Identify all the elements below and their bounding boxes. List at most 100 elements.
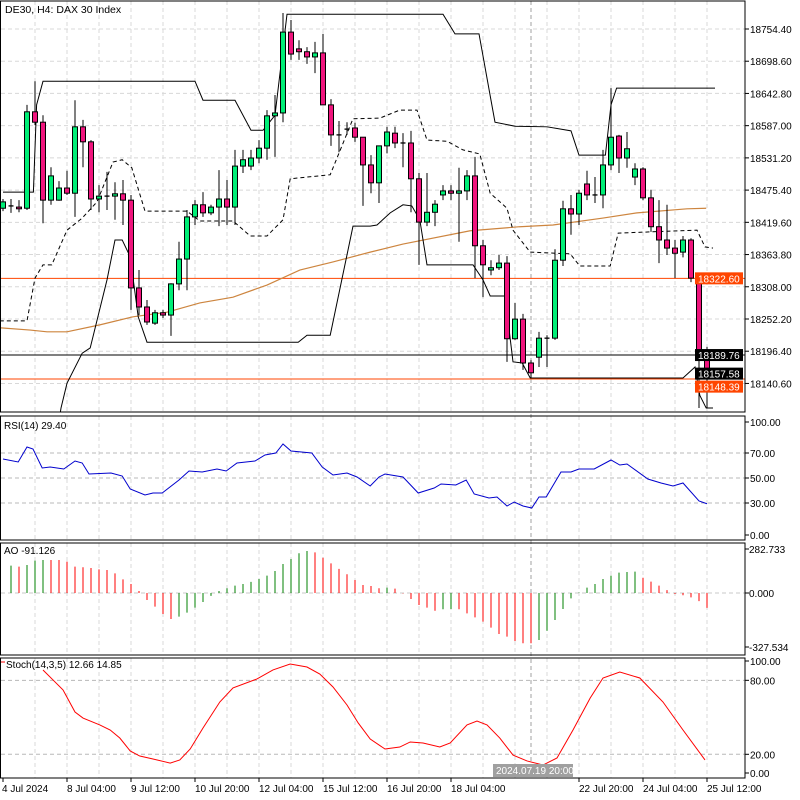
stoch-axis-label: 0.00 xyxy=(750,769,770,780)
candle-body-bear xyxy=(136,287,142,308)
candle[interactable] xyxy=(680,235,686,258)
candle[interactable] xyxy=(608,88,614,171)
candle[interactable] xyxy=(664,204,670,256)
candle[interactable] xyxy=(144,300,150,325)
candle[interactable] xyxy=(328,99,334,146)
candle[interactable] xyxy=(56,181,62,201)
candle[interactable] xyxy=(192,200,198,225)
candle[interactable] xyxy=(248,149,254,171)
candle[interactable] xyxy=(376,145,382,204)
candle[interactable] xyxy=(648,189,654,232)
ao-panel[interactable] xyxy=(1,551,745,644)
candle[interactable] xyxy=(160,309,166,318)
candle[interactable] xyxy=(104,171,110,210)
candle[interactable] xyxy=(272,95,278,157)
candle[interactable] xyxy=(584,170,590,201)
candle[interactable] xyxy=(136,270,142,316)
candle[interactable] xyxy=(184,209,190,291)
candle[interactable] xyxy=(592,177,598,204)
rsi-panel[interactable] xyxy=(1,443,745,509)
candle[interactable] xyxy=(240,149,246,174)
candle[interactable] xyxy=(152,309,158,325)
candle-body-bear xyxy=(656,226,662,241)
crosshair-time-label: 2024.07.19 20:00 xyxy=(496,766,574,777)
candle[interactable] xyxy=(344,122,350,135)
candle[interactable] xyxy=(360,136,366,206)
candle[interactable] xyxy=(528,360,534,379)
candle[interactable] xyxy=(1,198,6,212)
candle[interactable] xyxy=(536,331,542,368)
panel-border xyxy=(0,0,746,413)
candle[interactable] xyxy=(400,133,406,168)
candle[interactable] xyxy=(24,104,30,210)
candle[interactable] xyxy=(392,126,398,149)
candle[interactable] xyxy=(288,19,294,60)
candle[interactable] xyxy=(64,170,70,195)
candle[interactable] xyxy=(424,173,430,227)
candle[interactable] xyxy=(624,132,630,168)
candle[interactable] xyxy=(280,13,286,123)
candle[interactable] xyxy=(232,149,238,225)
candle[interactable] xyxy=(632,163,638,186)
candle[interactable] xyxy=(672,239,678,279)
candle[interactable] xyxy=(552,249,558,340)
candle[interactable] xyxy=(352,122,358,142)
candle[interactable] xyxy=(440,185,446,201)
candle[interactable] xyxy=(48,167,54,205)
candle[interactable] xyxy=(168,283,174,336)
candle[interactable] xyxy=(224,179,230,225)
candle-body-bull xyxy=(264,115,270,149)
candle[interactable] xyxy=(560,200,566,266)
candle[interactable] xyxy=(312,41,318,74)
candle[interactable] xyxy=(688,238,694,283)
candle[interactable] xyxy=(504,256,510,362)
candle[interactable] xyxy=(176,241,182,291)
candle[interactable] xyxy=(544,335,550,368)
candle[interactable] xyxy=(112,182,118,220)
candle[interactable] xyxy=(216,170,222,227)
candle[interactable] xyxy=(464,170,470,201)
candle[interactable] xyxy=(32,81,38,126)
stochastic-panel[interactable] xyxy=(1,661,745,766)
candle[interactable] xyxy=(96,185,102,213)
candle[interactable] xyxy=(640,167,646,201)
candle[interactable] xyxy=(264,110,270,160)
candle[interactable] xyxy=(416,173,422,265)
candle-body-bear xyxy=(88,141,94,200)
candle[interactable] xyxy=(512,302,518,340)
candle[interactable] xyxy=(496,255,502,271)
candle[interactable] xyxy=(480,239,486,298)
candle[interactable] xyxy=(600,149,606,209)
candle[interactable] xyxy=(208,204,214,216)
candle[interactable] xyxy=(656,200,662,264)
candle[interactable] xyxy=(80,119,86,168)
candle[interactable] xyxy=(408,130,414,213)
candle[interactable] xyxy=(448,185,454,201)
candle[interactable] xyxy=(336,121,342,153)
candle[interactable] xyxy=(576,189,582,225)
candle[interactable] xyxy=(16,200,22,213)
candle[interactable] xyxy=(384,126,390,154)
candle[interactable] xyxy=(120,179,126,225)
candle[interactable] xyxy=(128,194,134,310)
candle[interactable] xyxy=(368,155,374,194)
candle[interactable] xyxy=(296,40,302,60)
candle[interactable] xyxy=(520,313,526,370)
candle[interactable] xyxy=(320,33,326,106)
candle[interactable] xyxy=(200,192,206,217)
candle[interactable] xyxy=(488,260,494,276)
candle[interactable] xyxy=(304,47,310,64)
candle[interactable] xyxy=(432,200,438,227)
main-price-panel[interactable] xyxy=(0,13,745,441)
candle[interactable] xyxy=(472,156,478,279)
candle[interactable] xyxy=(256,140,262,164)
candle[interactable] xyxy=(456,167,462,242)
candle[interactable] xyxy=(72,100,78,217)
candle[interactable] xyxy=(568,194,574,235)
candle[interactable] xyxy=(8,198,14,213)
candle[interactable] xyxy=(88,140,94,210)
candle-body-bull xyxy=(112,193,118,197)
candle[interactable] xyxy=(616,134,622,174)
candle[interactable] xyxy=(40,115,46,224)
